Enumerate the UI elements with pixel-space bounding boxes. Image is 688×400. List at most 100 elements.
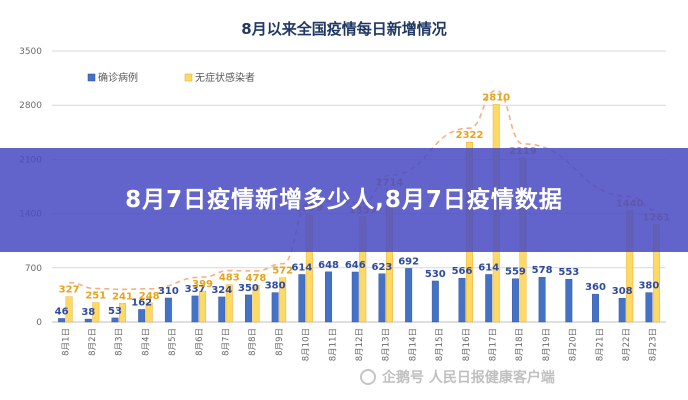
legend-label-confirmed: 确诊病例 [98, 71, 138, 84]
value-label-confirmed-21: 360 [585, 282, 606, 293]
value-label-asymptomatic-6: 399 [192, 279, 213, 290]
bar-asymptomatic-2 [92, 302, 100, 323]
bar-confirmed-6 [191, 295, 199, 323]
value-label-confirmed-18: 559 [505, 267, 526, 278]
legend-swatch-asymptomatic [184, 73, 193, 82]
value-label-confirmed-19: 578 [532, 265, 553, 276]
legend-swatch-confirmed [87, 73, 96, 82]
bar-confirmed-17 [485, 274, 493, 323]
value-label-confirmed-4: 162 [131, 297, 152, 308]
value-label-asymptomatic-16: 2322 [456, 130, 484, 141]
x-tick-label-13: 8月13日 [382, 328, 392, 361]
value-label-confirmed-22: 308 [612, 286, 633, 297]
value-label-asymptomatic-1: 327 [59, 285, 80, 296]
chart-title: 8月以来全国疫情每日新增情况 [241, 20, 446, 38]
value-label-asymptomatic-4: 248 [139, 291, 160, 302]
bar-confirmed-21 [592, 293, 599, 323]
x-tick-label-12: 8月12日 [355, 328, 365, 361]
bar-confirmed-12 [351, 271, 359, 323]
bar-confirmed-19 [538, 277, 546, 323]
banner-title: 8月7日疫情新增多少人,8月7日疫情数据 [125, 187, 563, 213]
bar-confirmed-8 [245, 294, 252, 323]
value-label-confirmed-13: 623 [372, 262, 393, 273]
bar-asymptomatic-6 [199, 290, 207, 323]
bar-confirmed-10 [298, 274, 306, 323]
value-label-confirmed-3: 53 [108, 306, 122, 317]
legend: 确诊病例 无症状感染者 [87, 71, 255, 84]
bar-asymptomatic-3 [119, 303, 126, 323]
bar-confirmed-18 [511, 278, 519, 323]
x-tick-label-7: 8月7日 [222, 328, 232, 356]
bar-confirmed-23 [645, 292, 653, 323]
bar-confirmed-13 [378, 273, 386, 323]
bar-confirmed-2 [84, 318, 92, 323]
bar-confirmed-1 [58, 318, 66, 323]
watermark-text: 企鹅号 人民日报健康客户端 [382, 370, 555, 386]
x-tick-label-6: 8月6日 [195, 328, 205, 356]
value-label-asymptomatic-17: 2810 [482, 92, 510, 103]
bar-confirmed-3 [111, 317, 119, 323]
value-label-confirmed-5: 310 [158, 286, 179, 297]
bar-asymptomatic-8 [252, 284, 260, 323]
value-label-confirmed-15: 530 [425, 269, 446, 280]
y-tick-label-5: 3500 [19, 47, 42, 57]
x-tick-label-2: 8月2日 [88, 328, 98, 356]
x-tick-label-22: 8月22日 [622, 328, 632, 361]
x-tick-label-17: 8月17日 [488, 328, 498, 361]
bar-confirmed-9 [271, 292, 279, 323]
bar-confirmed-14 [405, 268, 413, 323]
bar-confirmed-20 [565, 278, 573, 323]
x-tick-label-3: 8月3日 [115, 328, 125, 356]
x-tick-label-21: 8月21日 [595, 328, 605, 361]
bar-asymptomatic-7 [225, 284, 233, 323]
value-label-asymptomatic-2: 251 [85, 291, 106, 302]
value-label-confirmed-8: 350 [238, 283, 259, 294]
value-label-confirmed-23: 380 [638, 281, 659, 292]
x-tick-label-15: 8月15日 [435, 328, 445, 361]
x-tick-label-23: 8月23日 [649, 328, 659, 361]
bar-confirmed-11 [325, 271, 333, 323]
x-tick-label-4: 8月4日 [141, 328, 151, 356]
title-banner: 8月7日疫情新增多少人,8月7日疫情数据 [0, 148, 688, 252]
value-label-confirmed-16: 566 [452, 266, 473, 277]
x-tick-label-5: 8月5日 [168, 328, 178, 356]
value-label-confirmed-14: 692 [398, 256, 419, 267]
bar-confirmed-4 [138, 309, 146, 323]
value-label-confirmed-10: 614 [291, 262, 312, 273]
y-tick-label-1: 700 [25, 264, 42, 274]
x-tick-label-8: 8月8日 [248, 328, 258, 356]
value-label-confirmed-2: 38 [81, 307, 95, 318]
legend-label-asymptomatic: 无症状感染者 [195, 71, 255, 84]
value-label-confirmed-17: 614 [478, 262, 499, 273]
bar-confirmed-16 [458, 277, 466, 323]
value-label-asymptomatic-8: 478 [246, 273, 267, 284]
value-label-confirmed-12: 646 [345, 260, 366, 271]
x-tick-label-10: 8月10日 [302, 328, 312, 361]
value-label-confirmed-7: 324 [211, 285, 232, 296]
x-tick-label-14: 8月14日 [408, 328, 418, 361]
x-tick-label-16: 8月16日 [462, 328, 472, 361]
x-tick-label-9: 8月9日 [275, 328, 285, 356]
penguin-logo-icon [360, 369, 376, 385]
value-label-asymptomatic-9: 572 [272, 266, 293, 277]
value-label-asymptomatic-7: 483 [219, 273, 240, 284]
value-label-confirmed-9: 380 [265, 281, 286, 292]
value-label-confirmed-20: 553 [558, 267, 579, 278]
x-tick-label-1: 8月1日 [61, 328, 71, 356]
bar-asymptomatic-4 [145, 302, 153, 323]
bar-confirmed-15 [431, 280, 439, 323]
bar-asymptomatic-1 [65, 296, 73, 323]
watermark: 企鹅号 人民日报健康客户端 [360, 366, 555, 388]
bar-confirmed-22 [618, 297, 626, 323]
x-tick-label-18: 8月18日 [515, 328, 525, 361]
x-tick-label-11: 8月11日 [328, 328, 338, 361]
value-label-confirmed-11: 648 [318, 260, 339, 271]
bar-confirmed-5 [164, 297, 172, 323]
bar-asymptomatic-9 [279, 277, 287, 323]
value-label-confirmed-6: 337 [185, 284, 206, 295]
value-label-asymptomatic-3: 241 [112, 291, 133, 302]
value-label-confirmed-1: 46 [55, 306, 69, 317]
y-tick-label-4: 2800 [19, 101, 42, 111]
bar-confirmed-7 [218, 296, 226, 323]
y-tick-label-0: 0 [36, 318, 42, 328]
